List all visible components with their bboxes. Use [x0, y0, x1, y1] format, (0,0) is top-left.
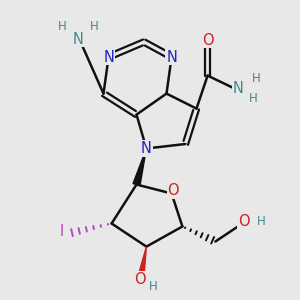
Text: H: H	[58, 20, 67, 34]
Text: N: N	[73, 32, 83, 46]
Text: H: H	[149, 280, 158, 293]
Text: O: O	[238, 214, 250, 230]
Text: O: O	[202, 33, 213, 48]
Text: N: N	[103, 50, 114, 64]
Text: H: H	[90, 20, 99, 34]
Text: N: N	[233, 81, 244, 96]
Text: I: I	[60, 224, 64, 239]
Polygon shape	[138, 247, 146, 277]
Polygon shape	[133, 148, 146, 185]
Text: H: H	[249, 92, 258, 105]
Text: H: H	[256, 214, 266, 228]
Text: N: N	[166, 50, 177, 64]
Text: O: O	[134, 272, 145, 286]
Text: H: H	[252, 72, 261, 85]
Text: O: O	[167, 183, 179, 198]
Text: N: N	[141, 141, 152, 156]
